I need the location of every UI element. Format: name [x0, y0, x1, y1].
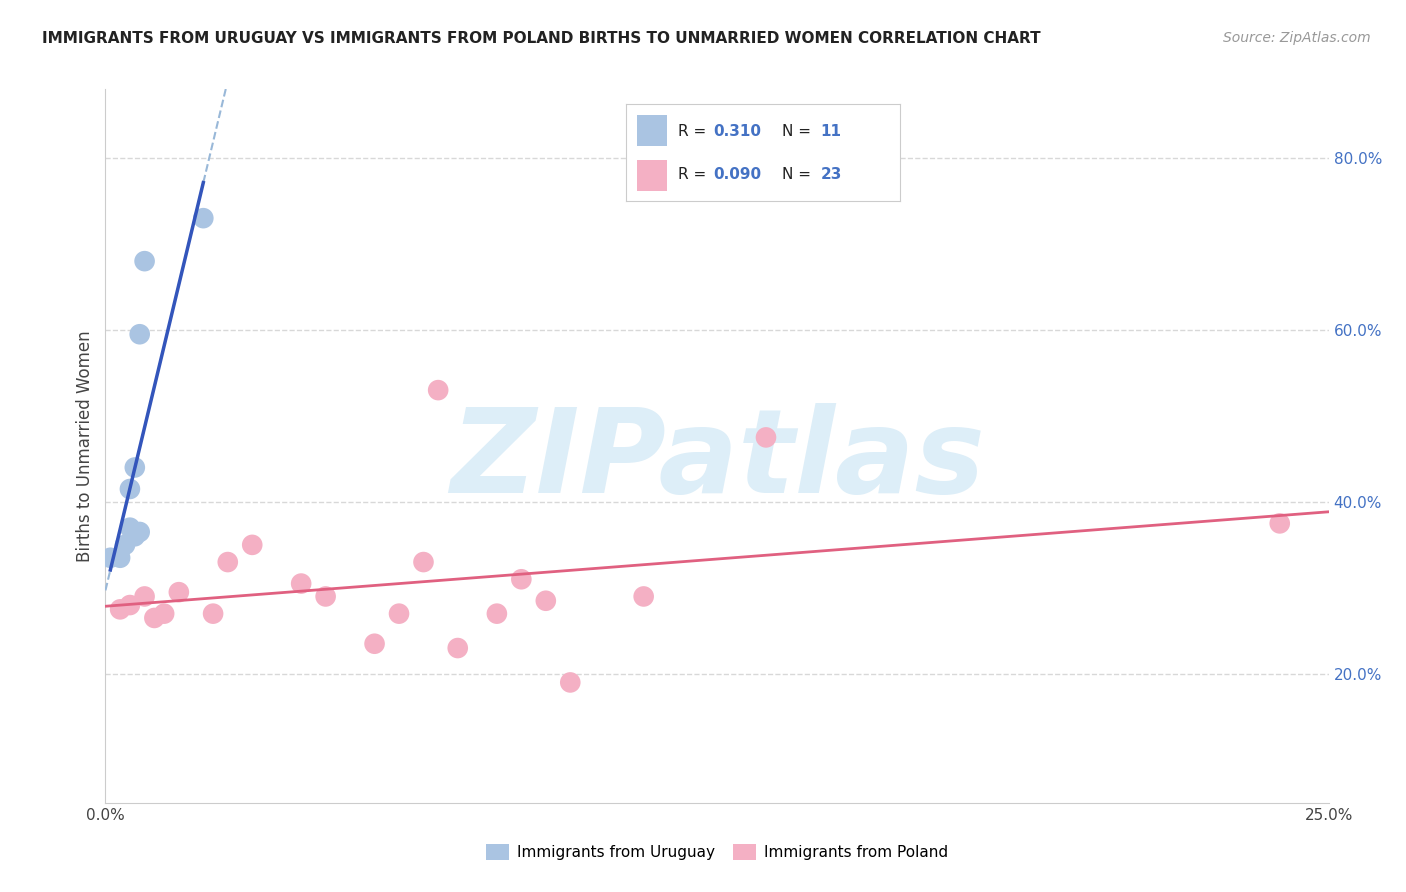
Point	[128, 524, 150, 539]
Point	[427, 383, 450, 397]
Text: N =: N =	[782, 167, 815, 182]
Bar	[637, 161, 666, 191]
Point	[315, 590, 337, 604]
Point	[1268, 516, 1291, 531]
Text: 0.310: 0.310	[713, 124, 762, 139]
Point	[560, 675, 582, 690]
Point	[124, 529, 146, 543]
Text: IMMIGRANTS FROM URUGUAY VS IMMIGRANTS FROM POLAND BIRTHS TO UNMARRIED WOMEN CORR: IMMIGRANTS FROM URUGUAY VS IMMIGRANTS FR…	[42, 31, 1040, 46]
Point	[412, 555, 434, 569]
Text: ZIPatlas: ZIPatlas	[450, 403, 984, 517]
Point	[290, 576, 312, 591]
Point	[118, 521, 141, 535]
Legend: Immigrants from Uruguay, Immigrants from Poland: Immigrants from Uruguay, Immigrants from…	[481, 838, 953, 866]
Bar	[637, 115, 666, 145]
Point	[202, 607, 225, 621]
Point	[485, 607, 508, 621]
Point	[167, 585, 190, 599]
Y-axis label: Births to Unmarried Women: Births to Unmarried Women	[76, 330, 94, 562]
Point	[217, 555, 239, 569]
Text: R =: R =	[678, 124, 711, 139]
Point	[134, 254, 156, 268]
Point	[98, 550, 121, 565]
Point	[363, 637, 385, 651]
Text: Source: ZipAtlas.com: Source: ZipAtlas.com	[1223, 31, 1371, 45]
Point	[534, 593, 557, 607]
Point	[755, 430, 778, 444]
Point	[510, 572, 533, 586]
Text: R =: R =	[678, 167, 711, 182]
Point	[447, 641, 470, 656]
Point	[108, 602, 131, 616]
Point	[153, 607, 176, 621]
Point	[124, 460, 146, 475]
Point	[118, 482, 141, 496]
Text: 23: 23	[820, 167, 842, 182]
Text: 0.090: 0.090	[713, 167, 762, 182]
Point	[108, 550, 131, 565]
Text: N =: N =	[782, 124, 815, 139]
Point	[114, 538, 136, 552]
Point	[388, 607, 411, 621]
Point	[118, 598, 141, 612]
Point	[240, 538, 263, 552]
Point	[193, 211, 215, 226]
Point	[134, 590, 156, 604]
Point	[633, 590, 655, 604]
Text: 11: 11	[820, 124, 841, 139]
Point	[143, 611, 166, 625]
Point	[128, 327, 150, 342]
